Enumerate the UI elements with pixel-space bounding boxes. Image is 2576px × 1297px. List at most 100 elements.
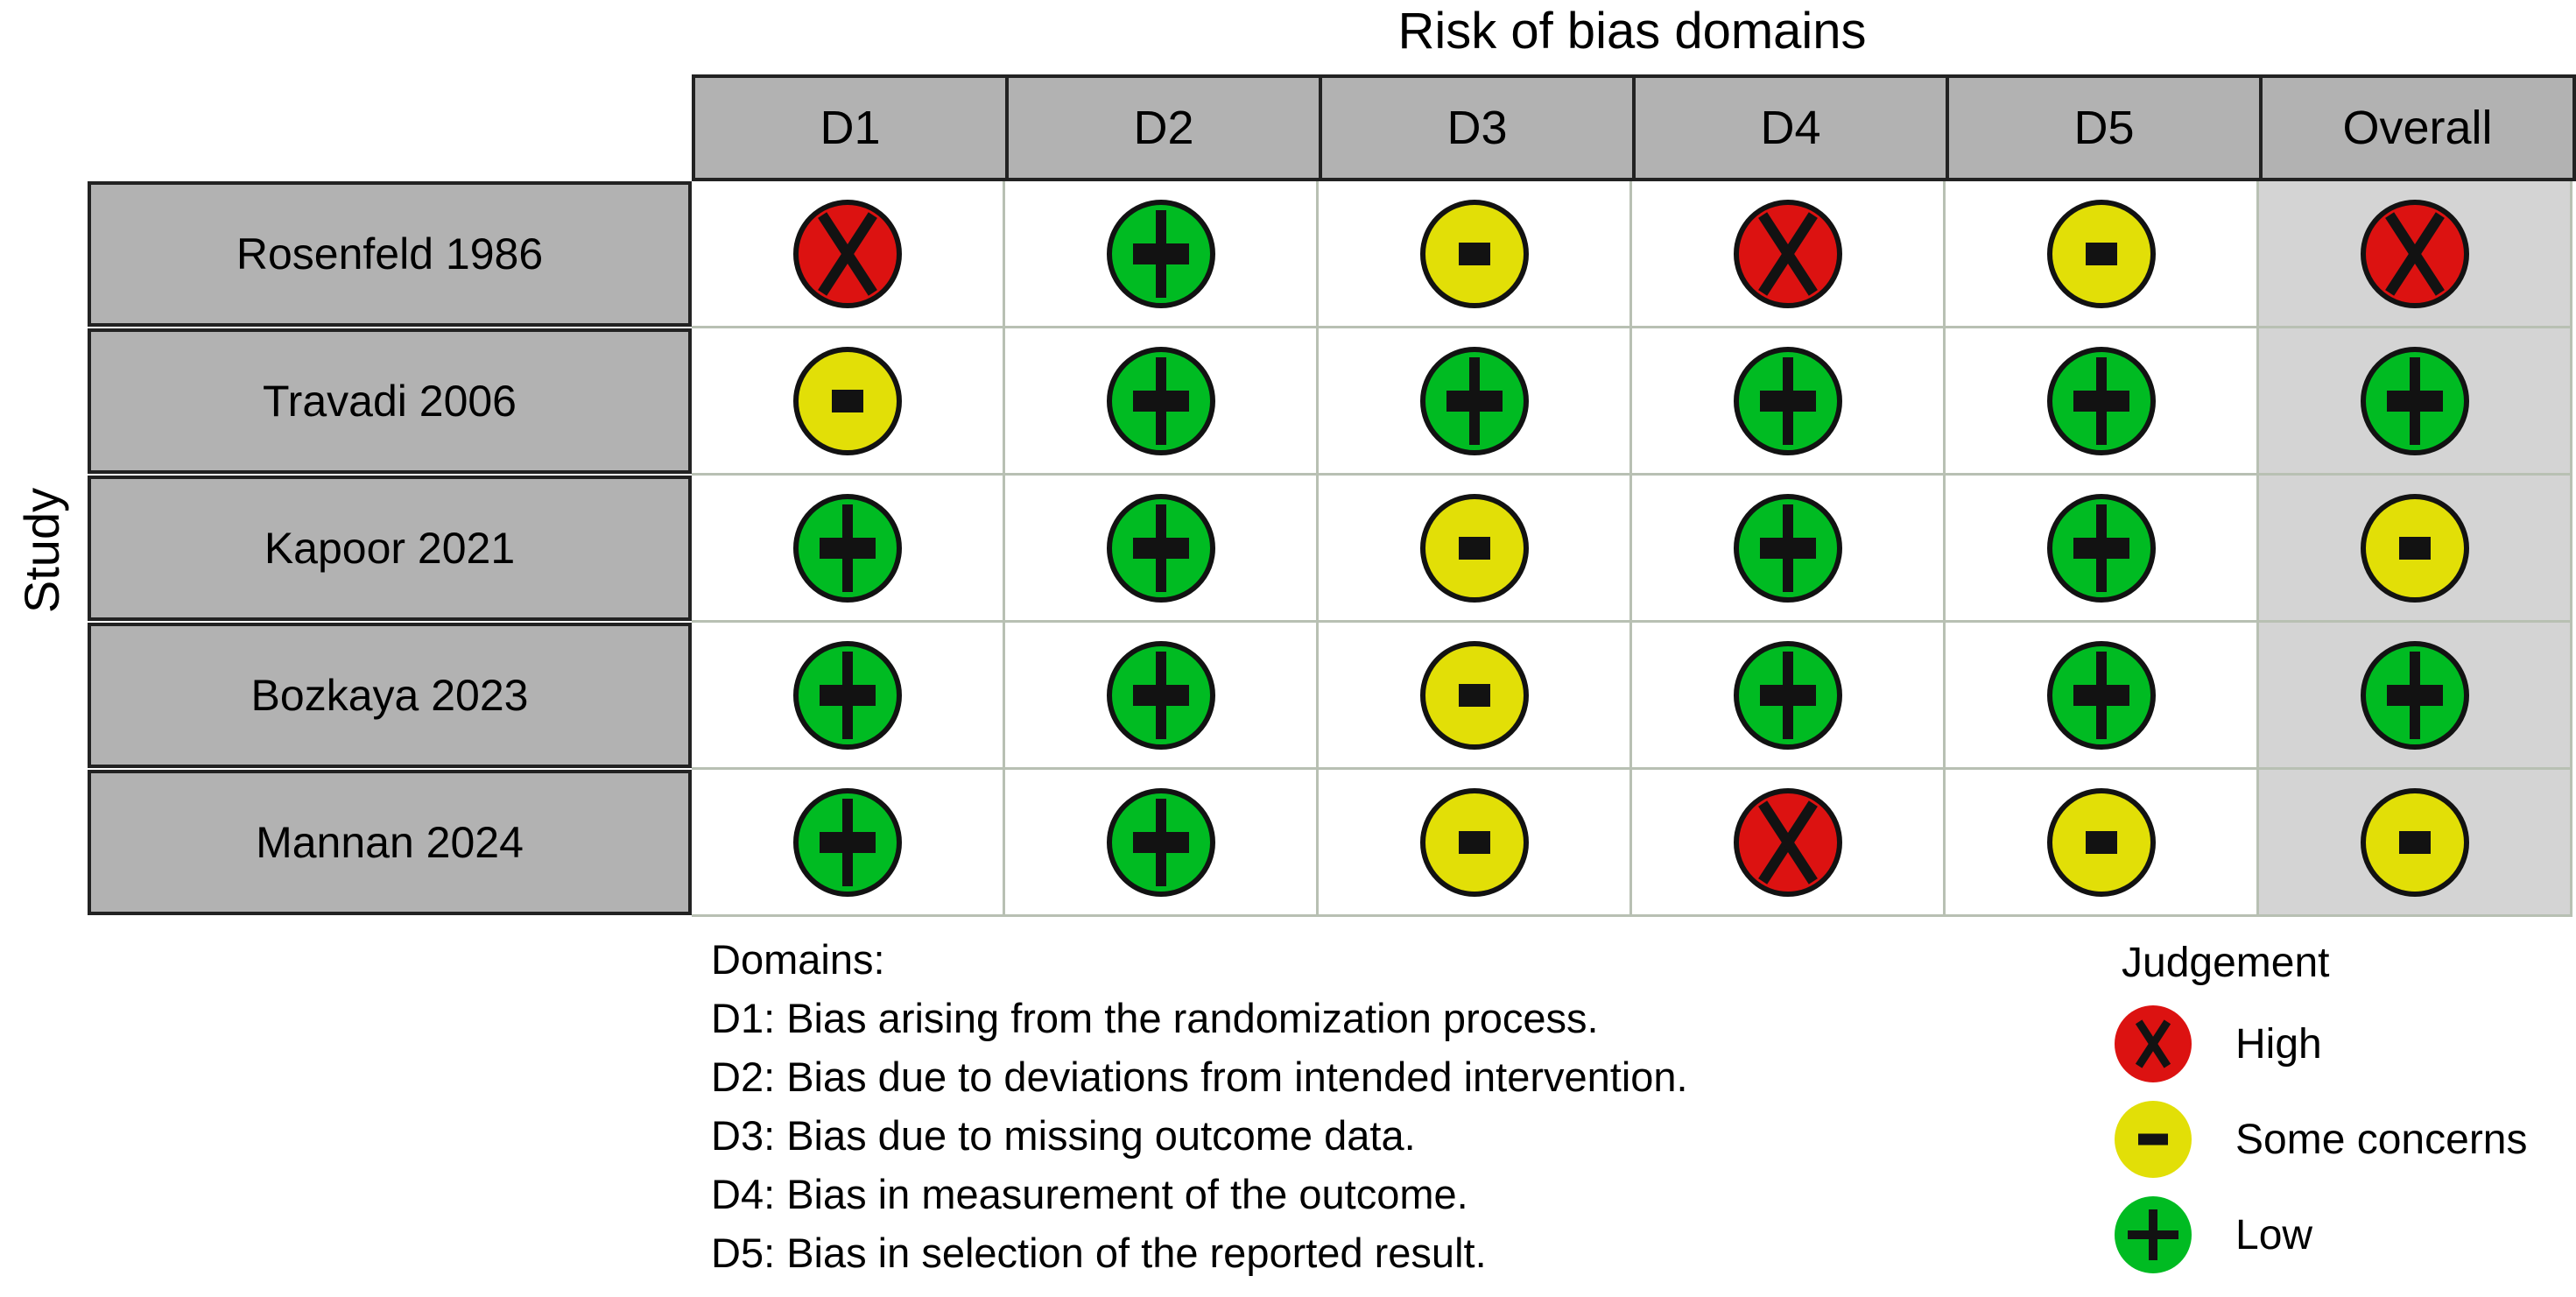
judgement-cell-d3 — [1319, 623, 1632, 770]
column-header-d2: D2 — [1005, 74, 1322, 181]
domain-definition: D1: Bias arising from the randomization … — [711, 995, 1599, 1041]
column-header-d4: D4 — [1632, 74, 1949, 181]
judgement-cell-overall — [2259, 328, 2572, 476]
judgement-cell-d5 — [1946, 328, 2259, 476]
judgement-cell-overall — [2259, 476, 2572, 623]
study-column: Rosenfeld 1986 Travadi 2006 Kapoor 2021 Boz… — [88, 181, 692, 917]
judgement-circle-low-icon — [792, 493, 902, 603]
judgement-cell-d2 — [1005, 770, 1319, 917]
judgement-circle-some-icon — [1419, 199, 1529, 308]
judgement-circle-some-icon — [1419, 493, 1529, 603]
judgement-circle-high-icon — [792, 199, 902, 308]
judgement-circle-low-icon — [1106, 199, 1215, 308]
domain-definitions: D1: Bias arising from the randomization … — [711, 989, 1688, 1282]
domains-heading: Domains: — [711, 936, 885, 983]
judgement-cell-d1 — [692, 623, 1005, 770]
judgement-row — [692, 328, 2572, 476]
judgement-circle-low-icon — [2046, 640, 2156, 750]
judgement-circle-low-icon — [1106, 493, 1215, 603]
judgement-cell-d2 — [1005, 623, 1319, 770]
judgement-cell-d5 — [1946, 770, 2259, 917]
legend-item-low: Low — [2115, 1196, 2528, 1273]
judgement-legend: Judgement High Some concerns Low — [2115, 939, 2528, 1273]
judgement-cell-overall — [2259, 623, 2572, 770]
judgement-circle-low-icon — [792, 787, 902, 897]
study-label: Bozkaya 2023 — [88, 623, 692, 768]
judgement-row — [692, 770, 2572, 917]
judgement-cell-d4 — [1632, 770, 1946, 917]
study-axis: Study — [0, 181, 84, 920]
legend-item-some: Some concerns — [2115, 1101, 2528, 1178]
judgement-grid — [692, 181, 2572, 917]
judgement-cell-d2 — [1005, 476, 1319, 623]
study-label: Mannan 2024 — [88, 770, 692, 915]
judgement-cell-d1 — [692, 328, 1005, 476]
study-label: Rosenfeld 1986 — [88, 181, 692, 327]
judgement-cell-d4 — [1632, 476, 1946, 623]
column-header-d5: D5 — [1946, 74, 2263, 181]
judgement-cell-d1 — [692, 770, 1005, 917]
judgement-cell-d3 — [1319, 181, 1632, 328]
judgement-cell-overall — [2259, 181, 2572, 328]
judgement-cell-d2 — [1005, 181, 1319, 328]
judgement-circle-low-icon — [1419, 346, 1529, 455]
legend-item-high: High — [2115, 1005, 2528, 1082]
judgement-circle-high-icon — [1733, 787, 1842, 897]
judgement-cell-d4 — [1632, 181, 1946, 328]
judgement-circle-some-icon — [1419, 640, 1529, 750]
domain-definition: D4: Bias in measurement of the outcome. — [711, 1171, 1468, 1217]
judgement-cell-overall — [2259, 770, 2572, 917]
judgement-cell-d3 — [1319, 328, 1632, 476]
column-header-overall: Overall — [2259, 74, 2576, 181]
legend-circle-some-icon — [2115, 1101, 2192, 1178]
judgement-circle-low-icon — [1733, 346, 1842, 455]
column-header-d3: D3 — [1319, 74, 1636, 181]
legend-label-some: Some concerns — [2235, 1116, 2528, 1163]
judgement-circle-low-icon — [1733, 640, 1842, 750]
judgement-circle-high-icon — [2360, 199, 2469, 308]
judgement-row — [692, 623, 2572, 770]
legend-circle-high-icon — [2115, 1005, 2192, 1082]
legend-label-low: Low — [2235, 1211, 2313, 1258]
judgement-circle-some-icon — [2360, 493, 2469, 603]
domains-footnote: Domains: D1: Bias arising from the rando… — [711, 930, 1688, 1282]
legend-label-high: High — [2235, 1020, 2322, 1068]
judgement-circle-low-icon — [2360, 346, 2469, 455]
judgement-circle-some-icon — [2046, 199, 2156, 308]
domain-definition: D5: Bias in selection of the reported re… — [711, 1230, 1487, 1276]
chart-title: Risk of bias domains — [1397, 3, 1867, 60]
study-axis-label: Study — [14, 487, 70, 614]
judgement-circle-low-icon — [1106, 346, 1215, 455]
judgement-cell-d4 — [1632, 623, 1946, 770]
domain-definition: D2: Bias due to deviations from intended… — [711, 1054, 1688, 1100]
domain-definition: D3: Bias due to missing outcome data. — [711, 1112, 1416, 1159]
legend-items: High Some concerns Low — [2115, 1005, 2528, 1273]
legend-circle-low-icon — [2115, 1196, 2192, 1273]
judgement-row — [692, 181, 2572, 328]
judgement-circle-low-icon — [2046, 493, 2156, 603]
judgement-row — [692, 476, 2572, 623]
judgement-circle-some-icon — [2360, 787, 2469, 897]
judgement-circle-some-icon — [792, 346, 902, 455]
study-label: Kapoor 2021 — [88, 476, 692, 621]
judgement-circle-low-icon — [2360, 640, 2469, 750]
judgement-cell-d5 — [1946, 476, 2259, 623]
judgement-cell-d1 — [692, 476, 1005, 623]
judgement-circle-low-icon — [1106, 640, 1215, 750]
legend-title: Judgement — [2122, 940, 2330, 986]
judgement-circle-low-icon — [2046, 346, 2156, 455]
judgement-cell-d3 — [1319, 476, 1632, 623]
domain-header-row: D1 D2 D3 D4 D5 Overall — [692, 74, 2576, 181]
judgement-circle-some-icon — [2046, 787, 2156, 897]
judgement-circle-high-icon — [1733, 199, 1842, 308]
study-label: Travadi 2006 — [88, 328, 692, 474]
column-header-d1: D1 — [692, 74, 1009, 181]
judgement-cell-d1 — [692, 181, 1005, 328]
judgement-cell-d2 — [1005, 328, 1319, 476]
judgement-cell-d5 — [1946, 623, 2259, 770]
judgement-cell-d4 — [1632, 328, 1946, 476]
judgement-circle-some-icon — [1419, 787, 1529, 897]
judgement-circle-low-icon — [1106, 787, 1215, 897]
judgement-cell-d3 — [1319, 770, 1632, 917]
